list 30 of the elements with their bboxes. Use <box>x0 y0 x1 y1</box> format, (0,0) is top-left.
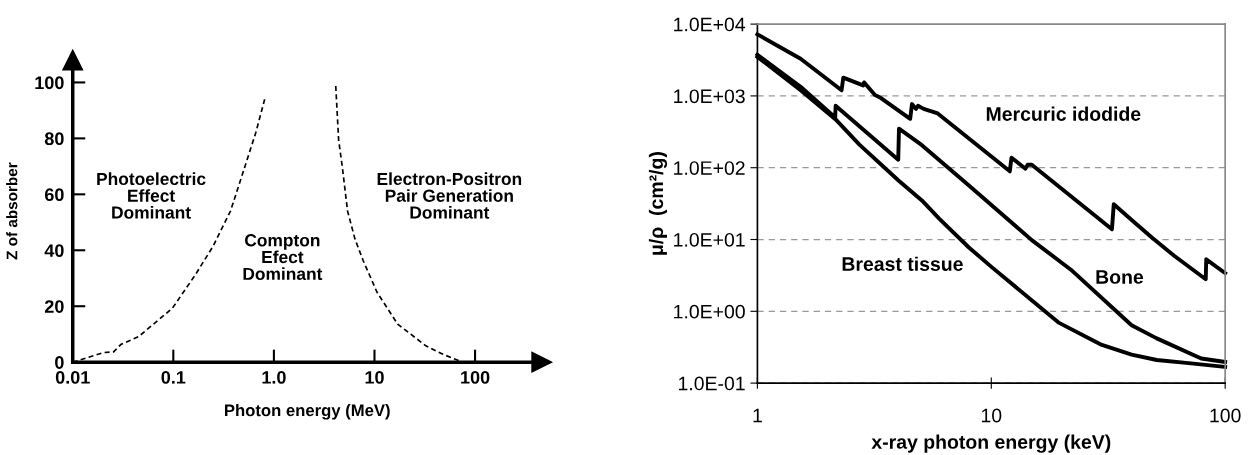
x-tick-label: 1.0 <box>262 370 286 384</box>
x-tick-label: 10 <box>365 370 384 384</box>
x-tick-label: 0.01 <box>55 370 90 384</box>
y-tick-label: 1.0E-01 <box>678 376 745 391</box>
y-tick-label: 0 <box>55 356 64 369</box>
x-tick-label: 1 <box>753 408 762 423</box>
x-tick-label: 10 <box>981 408 1002 423</box>
x-axis-title: x-ray photon energy (keV) <box>871 434 1111 453</box>
x-tick-label: 100 <box>1210 408 1241 423</box>
annotation: Electron-Positron Pair Generation Dominant <box>377 172 522 219</box>
y-tick-label: 1.0E+00 <box>674 304 745 319</box>
y-tick-label: 1.0E+02 <box>674 161 745 175</box>
y-axis-title: μ/ρ (cm²/g) <box>648 152 668 255</box>
series-label: Bone <box>1096 270 1144 284</box>
x-axis-title: Photon energy (MeV) <box>225 404 390 420</box>
y-tick-label: 1.0E+01 <box>674 232 745 247</box>
series-label: Breast tissue <box>842 256 963 271</box>
x-tick-label: 0.1 <box>161 370 186 384</box>
y-tick-label: 1.0E+04 <box>674 17 746 32</box>
annotation: Compton Efect Dominant <box>243 234 323 281</box>
series-label: Mercuric idodide <box>986 106 1141 121</box>
x-tick-label: 100 <box>461 370 490 384</box>
y-tick-label: 20 <box>44 300 64 313</box>
annotation: Photoelectric Effect Dominant <box>97 172 206 219</box>
y-tick-label: 1.0E+03 <box>674 89 745 104</box>
y-tick-label: 40 <box>44 244 64 257</box>
y-tick-label: 100 <box>35 76 64 90</box>
y-axis-title: Z of absorber <box>6 162 18 260</box>
y-tick-label: 80 <box>44 132 64 146</box>
y-tick-label: 60 <box>44 188 64 202</box>
